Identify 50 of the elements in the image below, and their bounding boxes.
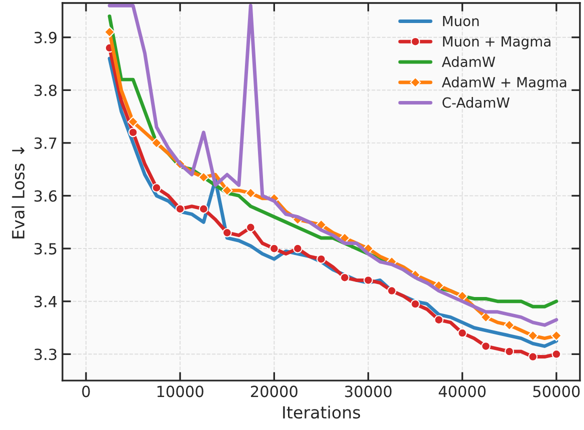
- point: [152, 183, 162, 193]
- point: [245, 188, 256, 199]
- legend-label: Muon + Magma: [443, 36, 550, 50]
- point: [269, 244, 279, 254]
- point: [504, 320, 515, 331]
- x-tick-label: 10000: [157, 386, 204, 398]
- point: [222, 185, 233, 196]
- point: [198, 204, 208, 214]
- x-tick-label: 30000: [345, 386, 392, 398]
- point: [434, 315, 444, 325]
- point: [128, 116, 138, 128]
- point: [292, 244, 302, 254]
- y-tick-label: 3.6: [34, 190, 57, 202]
- x-tick-label: 50000: [533, 386, 580, 398]
- point: [340, 272, 350, 282]
- point: [175, 204, 185, 214]
- point: [128, 128, 138, 138]
- point: [410, 299, 420, 309]
- point: [528, 352, 538, 362]
- point: [387, 286, 396, 296]
- point: [316, 254, 326, 264]
- x-tick-label: 40000: [438, 386, 486, 398]
- y-tick-label: 3.3: [34, 348, 56, 360]
- y-axis-title: Eval Loss ↓: [12, 147, 25, 238]
- legend-label: Muon: [443, 16, 479, 26]
- point: [198, 172, 210, 183]
- point: [480, 312, 492, 323]
- y-tick-label: 3.4: [34, 296, 57, 308]
- point: [151, 138, 162, 148]
- point: [552, 349, 562, 359]
- point: [458, 328, 467, 338]
- point: [246, 222, 256, 232]
- x-tick-label: 20000: [250, 386, 298, 398]
- legend-label: AdamW: [442, 56, 496, 68]
- point: [222, 228, 232, 238]
- point: [364, 276, 373, 285]
- point: [527, 330, 538, 342]
- point: [104, 26, 115, 38]
- point: [504, 346, 514, 356]
- y-tick-label: 3.9: [34, 32, 57, 44]
- y-tick-label: 3.8: [34, 84, 57, 96]
- x-tick-label: 0: [82, 386, 90, 398]
- point: [456, 290, 468, 302]
- x-axis-title: Iterations: [283, 406, 360, 419]
- y-tick-label: 3.7: [34, 137, 56, 149]
- point: [550, 330, 562, 342]
- point: [481, 342, 491, 351]
- legend-label: AdamW + Magma: [442, 76, 566, 90]
- y-tick-label: 3.5: [34, 243, 56, 255]
- legend-label: C-AdamW: [442, 97, 510, 108]
